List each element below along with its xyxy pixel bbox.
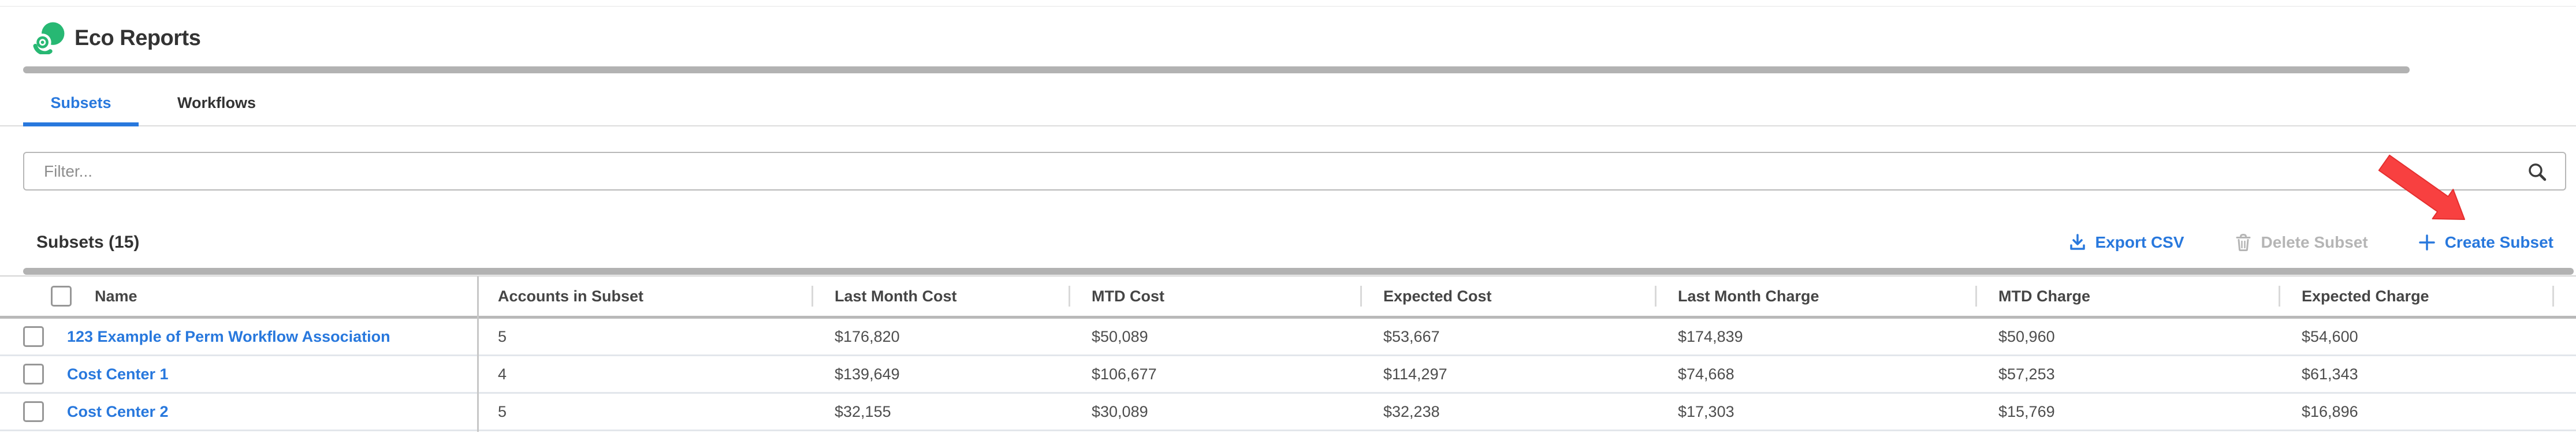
cell-accounts-in-subset: 5 bbox=[498, 402, 507, 420]
cell-accounts-in-subset: 5 bbox=[498, 327, 507, 345]
cell-expected-cost: $114,297 bbox=[1383, 365, 1447, 383]
subsets-table: Name Accounts in Subset Last Month Cost MT… bbox=[0, 275, 2576, 432]
name-column-divider bbox=[477, 277, 479, 432]
delete-subset-label: Delete Subset bbox=[2261, 233, 2368, 251]
tab-subsets[interactable]: Subsets bbox=[23, 81, 139, 126]
subset-name-link[interactable]: Cost Center 2 bbox=[67, 402, 169, 420]
cell-last-month-cost: $176,820 bbox=[835, 327, 900, 345]
filter-box bbox=[23, 152, 2566, 191]
column-header-last-month-cost: Last Month Cost bbox=[811, 277, 1069, 316]
column-header-last-month-charge: Last Month Charge bbox=[1655, 277, 1975, 316]
column-header-expected-cost: Expected Cost bbox=[1360, 277, 1655, 316]
horizontal-scrollbar-top[interactable] bbox=[23, 66, 2410, 73]
app-header: Eco Reports bbox=[33, 22, 201, 54]
cell-mtd-cost: $30,089 bbox=[1092, 402, 1148, 420]
cell-name: Cost Center 2 bbox=[0, 394, 478, 430]
cell-accounts-in-subset: 4 bbox=[498, 365, 507, 383]
filter-input[interactable] bbox=[24, 153, 2565, 189]
select-all-checkbox[interactable] bbox=[51, 286, 72, 307]
column-header-mtd-cost: MTD Cost bbox=[1069, 277, 1360, 316]
cell-last-month-charge: $174,839 bbox=[1678, 327, 1743, 345]
download-icon bbox=[2069, 234, 2085, 250]
tab-bar: Subsets Workflows bbox=[0, 81, 2576, 126]
table-row: Cost Center 1 4 $139,649 $106,677 $114,2… bbox=[0, 356, 2576, 394]
eco-logo-icon bbox=[33, 22, 65, 54]
subset-name-link[interactable]: Cost Center 1 bbox=[67, 365, 169, 383]
column-header-name-label: Name bbox=[95, 287, 137, 305]
cell-last-month-charge: $17,303 bbox=[1678, 402, 1734, 420]
cell-expected-charge: $16,896 bbox=[2302, 402, 2358, 420]
column-header-expected-charge: Expected Charge bbox=[2279, 277, 2554, 316]
cell-name: Cost Center 1 bbox=[0, 356, 478, 392]
horizontal-scrollbar-table[interactable] bbox=[23, 268, 2574, 275]
subset-name-link[interactable]: 123 Example of Perm Workflow Association bbox=[67, 327, 390, 345]
cell-expected-cost: $32,238 bbox=[1383, 402, 1440, 420]
export-csv-label: Export CSV bbox=[2095, 233, 2184, 251]
create-subset-label: Create Subset bbox=[2444, 233, 2553, 251]
section-title: Subsets (15) bbox=[36, 233, 140, 252]
search-icon[interactable] bbox=[2526, 160, 2549, 184]
toolbar-actions: Export CSV Delete Subset Create Subset bbox=[2068, 228, 2553, 257]
cell-name: 123 Example of Perm Workflow Association bbox=[0, 319, 478, 354]
table-toolbar: Subsets (15) Export CSV Delete Sub bbox=[0, 228, 2576, 257]
top-divider bbox=[0, 6, 2576, 7]
cell-mtd-charge: $15,769 bbox=[1998, 402, 2055, 420]
table-row: Cost Center 2 5 $32,155 $30,089 $32,238 … bbox=[0, 394, 2576, 431]
cell-expected-charge: $61,343 bbox=[2302, 365, 2358, 383]
row-checkbox[interactable] bbox=[23, 326, 44, 347]
cell-last-month-cost: $139,649 bbox=[835, 365, 900, 383]
export-csv-button[interactable]: Export CSV bbox=[2068, 233, 2184, 252]
delete-subset-button[interactable]: Delete Subset bbox=[2233, 233, 2368, 252]
cell-mtd-charge: $57,253 bbox=[1998, 365, 2055, 383]
cell-expected-cost: $53,667 bbox=[1383, 327, 1440, 345]
plus-icon bbox=[2418, 234, 2435, 251]
page-title: Eco Reports bbox=[75, 25, 201, 50]
cell-mtd-charge: $50,960 bbox=[1998, 327, 2055, 345]
column-header-accounts-in-subset: Accounts in Subset bbox=[498, 287, 644, 305]
table-row: 123 Example of Perm Workflow Association… bbox=[0, 319, 2576, 356]
trash-icon bbox=[2236, 233, 2251, 251]
cell-mtd-cost: $106,677 bbox=[1092, 365, 1157, 383]
red-arrow-annotation bbox=[2378, 154, 2465, 220]
row-checkbox[interactable] bbox=[23, 364, 44, 384]
cell-last-month-charge: $74,668 bbox=[1678, 365, 1734, 383]
cell-expected-charge: $54,600 bbox=[2302, 327, 2358, 345]
column-header-name: Name bbox=[0, 277, 478, 316]
create-subset-button[interactable]: Create Subset bbox=[2417, 233, 2553, 252]
tab-workflows[interactable]: Workflows bbox=[177, 94, 256, 111]
table-header-row: Name Accounts in Subset Last Month Cost MT… bbox=[0, 277, 2576, 319]
column-header-mtd-charge: MTD Charge bbox=[1975, 277, 2279, 316]
table-body: 123 Example of Perm Workflow Association… bbox=[0, 319, 2576, 431]
cell-last-month-cost: $32,155 bbox=[835, 402, 891, 420]
row-checkbox[interactable] bbox=[23, 401, 44, 422]
cell-mtd-cost: $50,089 bbox=[1092, 327, 1148, 345]
